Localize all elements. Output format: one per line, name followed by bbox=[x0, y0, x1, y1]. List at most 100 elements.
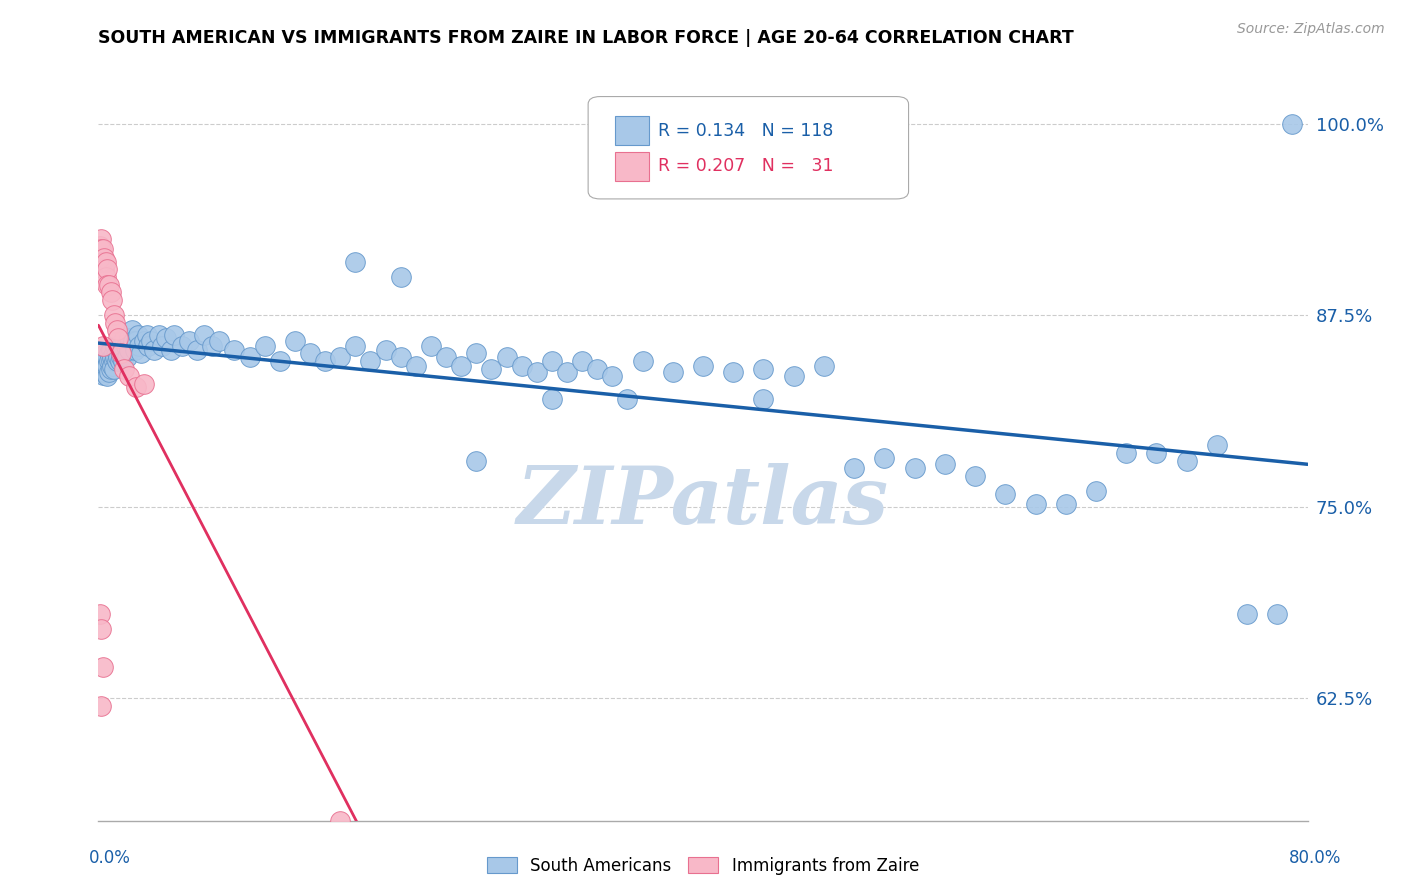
Point bbox=[96, 277, 118, 292]
Text: R = 0.207   N =   31: R = 0.207 N = 31 bbox=[658, 157, 834, 176]
Point bbox=[450, 359, 472, 373]
Point bbox=[118, 331, 141, 345]
Point bbox=[389, 350, 412, 364]
Point bbox=[129, 346, 152, 360]
Point bbox=[94, 269, 117, 284]
Point bbox=[110, 346, 132, 360]
Point bbox=[224, 343, 246, 358]
Point bbox=[540, 354, 562, 368]
Point bbox=[107, 331, 129, 345]
Point bbox=[121, 324, 143, 338]
Point bbox=[813, 359, 835, 373]
Point bbox=[100, 343, 122, 358]
Point bbox=[96, 369, 118, 384]
Point bbox=[360, 354, 382, 368]
Point bbox=[631, 354, 654, 368]
Text: R = 0.134   N = 118: R = 0.134 N = 118 bbox=[658, 121, 834, 140]
Point bbox=[163, 328, 186, 343]
Point bbox=[89, 252, 111, 266]
Point bbox=[374, 343, 396, 358]
Point bbox=[555, 365, 578, 379]
Point bbox=[105, 324, 128, 338]
Point bbox=[90, 231, 112, 245]
Point bbox=[103, 308, 125, 322]
Point bbox=[103, 354, 125, 368]
Point bbox=[1236, 607, 1258, 621]
Point bbox=[115, 350, 138, 364]
Point bbox=[201, 339, 224, 353]
Point bbox=[179, 334, 201, 349]
Point bbox=[104, 350, 127, 364]
FancyBboxPatch shape bbox=[614, 152, 648, 181]
Point bbox=[100, 354, 122, 368]
Point bbox=[90, 242, 112, 256]
Point bbox=[105, 346, 128, 360]
Point bbox=[93, 356, 115, 370]
Point bbox=[405, 359, 427, 373]
Point bbox=[91, 254, 114, 268]
Point bbox=[98, 354, 121, 368]
Point bbox=[420, 339, 443, 353]
Point bbox=[141, 334, 163, 349]
Point bbox=[98, 346, 121, 360]
Point bbox=[299, 346, 322, 360]
Point bbox=[661, 365, 683, 379]
Point bbox=[122, 334, 145, 349]
Text: 0.0%: 0.0% bbox=[89, 849, 131, 867]
Point bbox=[253, 339, 276, 353]
Point bbox=[934, 457, 956, 471]
Point bbox=[89, 607, 111, 621]
Point bbox=[90, 698, 112, 713]
Point bbox=[344, 254, 367, 268]
Point bbox=[1175, 453, 1198, 467]
Point bbox=[91, 359, 114, 373]
Point bbox=[128, 339, 150, 353]
Point bbox=[108, 354, 131, 368]
Point bbox=[91, 242, 114, 256]
Point bbox=[98, 277, 121, 292]
Point bbox=[111, 354, 134, 368]
Point bbox=[148, 328, 170, 343]
Point bbox=[783, 369, 806, 384]
Legend: South Americans, Immigrants from Zaire: South Americans, Immigrants from Zaire bbox=[486, 856, 920, 875]
Point bbox=[125, 380, 148, 394]
Point bbox=[844, 461, 866, 475]
Point bbox=[96, 359, 118, 373]
Point bbox=[586, 361, 609, 376]
Point bbox=[111, 343, 134, 358]
Point bbox=[114, 339, 136, 353]
Point bbox=[465, 346, 488, 360]
Point bbox=[107, 350, 129, 364]
Point bbox=[118, 343, 141, 358]
Point bbox=[94, 361, 117, 376]
Point bbox=[752, 392, 775, 407]
Point bbox=[329, 350, 352, 364]
Point bbox=[389, 269, 412, 284]
Point bbox=[91, 339, 114, 353]
Point bbox=[98, 365, 121, 379]
Point bbox=[571, 354, 593, 368]
Point bbox=[124, 343, 146, 358]
Point bbox=[101, 293, 124, 307]
Point bbox=[127, 328, 149, 343]
Point bbox=[94, 346, 117, 360]
Point bbox=[873, 450, 896, 465]
Point bbox=[616, 392, 638, 407]
Point bbox=[193, 328, 215, 343]
Point bbox=[110, 350, 132, 364]
Point bbox=[93, 365, 115, 379]
Point bbox=[112, 331, 135, 345]
Point bbox=[284, 334, 307, 349]
Point bbox=[104, 316, 127, 330]
Point bbox=[526, 365, 548, 379]
Point bbox=[602, 369, 624, 384]
Point bbox=[103, 361, 125, 376]
Point bbox=[143, 343, 166, 358]
Point bbox=[91, 660, 114, 674]
Point bbox=[269, 354, 291, 368]
Point bbox=[495, 350, 517, 364]
Point bbox=[90, 254, 112, 268]
Point bbox=[540, 392, 562, 407]
Point bbox=[125, 334, 148, 349]
Point bbox=[1267, 607, 1289, 621]
